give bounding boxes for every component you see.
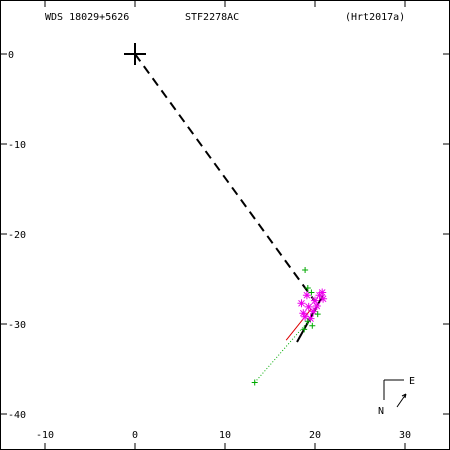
magenta-star-point (309, 307, 318, 316)
green-plus-point (308, 289, 315, 296)
x-tick-label: -10 (36, 430, 54, 441)
green-plus-point (309, 322, 316, 329)
wds-id-label: WDS 18029+5626 (45, 12, 129, 23)
magenta-star-point (311, 296, 319, 305)
magenta-star-point (304, 302, 313, 311)
green-plus-point (251, 379, 258, 386)
y-tick-label: -30 (8, 320, 26, 331)
magenta-star-point (299, 309, 308, 318)
primary-star-marker (124, 43, 146, 65)
magenta-star-point (312, 302, 321, 310)
y-tick-label: -10 (8, 140, 26, 151)
green-plus-point (314, 311, 321, 318)
magenta-star-point (306, 314, 315, 323)
magenta-star-point (318, 288, 327, 297)
plot-marks (124, 43, 328, 386)
x-tick-label: 10 (219, 430, 231, 441)
x-tick-label: 30 (399, 430, 411, 441)
x-tick-label: 0 (132, 430, 138, 441)
green-plus-point (304, 318, 311, 325)
compass: N E (378, 376, 415, 417)
magenta-star-point (301, 312, 310, 321)
y-tick-label: -20 (8, 230, 26, 241)
dotted-connector (254, 317, 312, 383)
magenta-star-point (302, 291, 311, 300)
compass-arrow-icon (396, 393, 407, 408)
green-plus-point (302, 267, 309, 273)
x-tick-label: 20 (309, 430, 321, 441)
compass-north-label: N (378, 406, 384, 417)
y-tick-label: -40 (8, 410, 26, 421)
magenta-star-point (297, 299, 306, 308)
red-arc (285, 308, 312, 341)
green-plus-point (301, 326, 308, 333)
green-plus-point (304, 285, 311, 291)
y-tick-label: 0 (8, 50, 14, 61)
dashed-line (134, 53, 316, 303)
magenta-star-point (319, 294, 328, 303)
compass-east-label: E (409, 376, 415, 387)
discoverer-label: STF2278AC (185, 12, 239, 23)
reference-label: (Hrt2017a) (345, 12, 405, 23)
